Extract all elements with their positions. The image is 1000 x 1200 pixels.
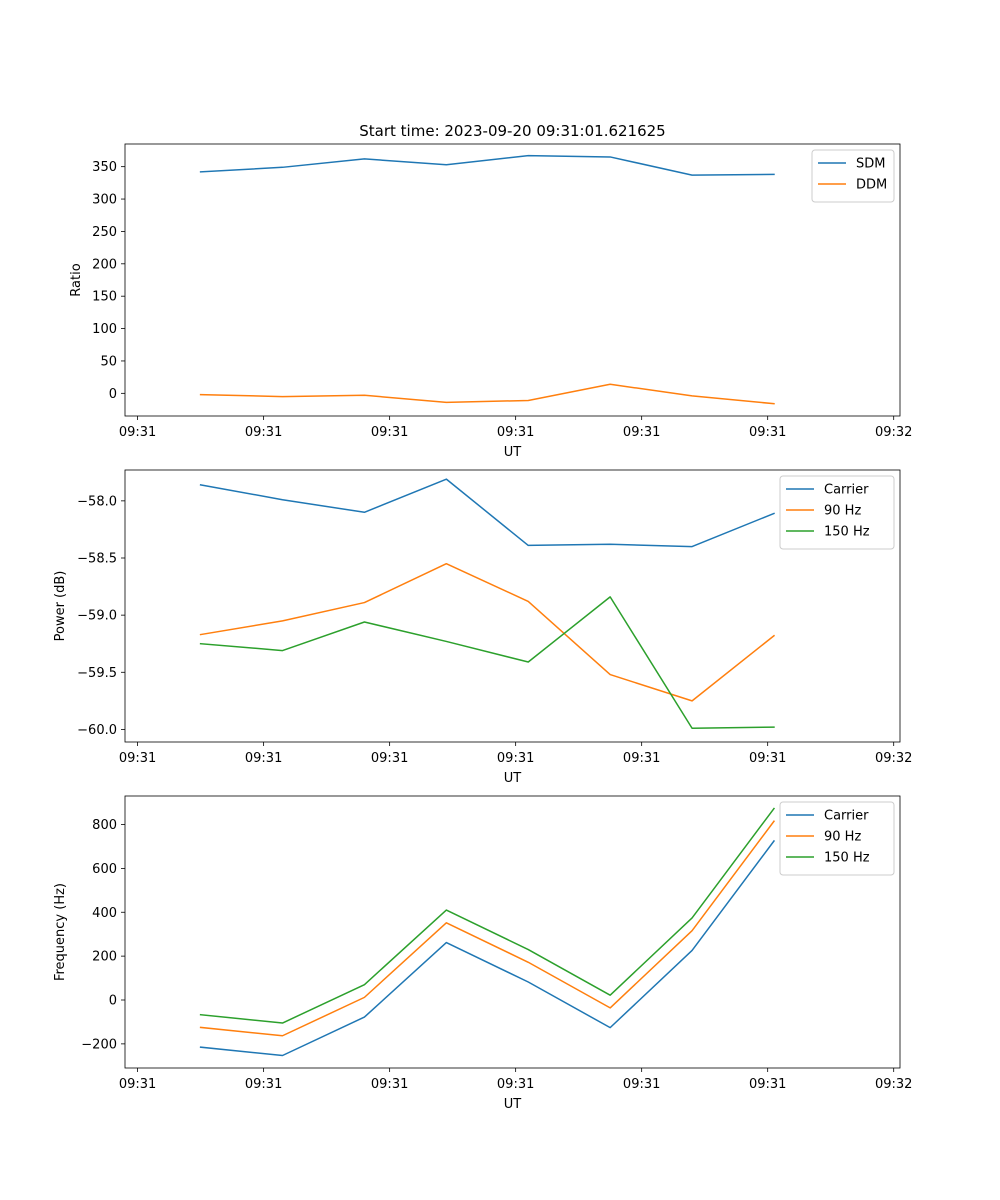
legend-label: DDM: [856, 178, 887, 193]
y-tick-label: 0: [109, 994, 117, 1009]
x-tick-label: 09:31: [623, 425, 660, 440]
x-axis-label: UT: [504, 771, 522, 786]
x-tick-label: 09:32: [875, 1077, 912, 1092]
x-tick-label: 09:32: [875, 425, 912, 440]
y-tick-label: 300: [92, 193, 117, 208]
x-tick-label: 09:31: [749, 751, 786, 766]
y-tick-label: 200: [92, 950, 117, 965]
subplot-1: 09:31 09:31 09:31 09:31 09:31 09:31 09:32 0 50 10…: [69, 122, 912, 460]
x-axis-label: UT: [504, 445, 522, 460]
x-tick-label: 09:31: [497, 751, 534, 766]
x-tick-label: 09:31: [119, 751, 156, 766]
axes-frame: [124, 795, 901, 1069]
legend-label: 90 Hz: [824, 504, 861, 519]
x-tick-label: 09:31: [749, 425, 786, 440]
series-line-150-hz: [199, 596, 775, 730]
y-tick-label: 50: [100, 354, 117, 369]
legend-label: 150 Hz: [824, 851, 870, 866]
y-tick-label: 400: [92, 906, 117, 921]
series-line-sdm: [199, 154, 775, 176]
y-tick-label: 150: [92, 290, 117, 305]
x-tick-label: 09:31: [245, 1077, 282, 1092]
legend: SDM DDM: [811, 149, 895, 203]
legend-label: Carrier: [824, 809, 869, 824]
y-axis-label: Power (dB): [53, 571, 68, 642]
series-line-carrier: [199, 478, 775, 548]
x-tick-label: 09:31: [371, 1077, 408, 1092]
chart-title: Start time: 2023-09-20 09:31:01.621625: [359, 122, 665, 140]
y-tick-label: −59.5: [77, 666, 117, 681]
legend-label: SDM: [856, 157, 885, 172]
y-tick-label: −200: [81, 1037, 117, 1052]
x-tick-label: 09:31: [623, 1077, 660, 1092]
x-tick-label: 09:31: [245, 425, 282, 440]
y-tick-label: 350: [92, 160, 117, 175]
y-tick-label: 600: [92, 862, 117, 877]
legend: Carrier 90 Hz 150 Hz: [779, 801, 895, 876]
x-tick-label: 09:31: [623, 751, 660, 766]
y-axis-label: Ratio: [69, 263, 84, 296]
axes-frame: [124, 469, 901, 743]
series-line-150-hz: [199, 807, 776, 1024]
x-axis-label: UT: [504, 1097, 522, 1112]
series-line-ddm: [199, 383, 775, 405]
legend-label: Carrier: [824, 483, 869, 498]
x-tick-label: 09:31: [497, 425, 534, 440]
legend-label: 90 Hz: [824, 830, 861, 845]
series-line-carrier: [199, 839, 776, 1057]
y-tick-label: 0: [109, 387, 117, 402]
subplot-2: 09:31 09:31 09:31 09:31 09:31 09:31 09:32 −60.0…: [53, 469, 912, 786]
subplot-3: 09:31 09:31 09:31 09:31 09:31 09:31 09:32 −200 0…: [53, 795, 912, 1112]
y-tick-label: 250: [92, 225, 117, 240]
y-tick-label: 200: [92, 257, 117, 272]
y-tick-label: −59.0: [77, 609, 117, 624]
axes-frame: [124, 143, 901, 417]
x-tick-label: 09:31: [371, 425, 408, 440]
x-tick-label: 09:31: [245, 751, 282, 766]
series-line-90-hz: [199, 820, 776, 1037]
x-tick-label: 09:31: [119, 1077, 156, 1092]
x-tick-label: 09:31: [119, 425, 156, 440]
y-tick-label: −58.5: [77, 552, 117, 567]
y-tick-label: −58.0: [77, 494, 117, 509]
x-tick-label: 09:31: [497, 1077, 534, 1092]
y-tick-label: 800: [92, 818, 117, 833]
x-tick-label: 09:31: [371, 751, 408, 766]
legend-label: 150 Hz: [824, 525, 870, 540]
y-tick-label: −60.0: [77, 723, 117, 738]
y-tick-label: 100: [92, 322, 117, 337]
legend: Carrier 90 Hz 150 Hz: [779, 475, 895, 550]
x-tick-label: 09:31: [749, 1077, 786, 1092]
series-line-90-hz: [199, 562, 776, 702]
y-axis-label: Frequency (Hz): [53, 883, 68, 981]
x-tick-label: 09:32: [875, 751, 912, 766]
